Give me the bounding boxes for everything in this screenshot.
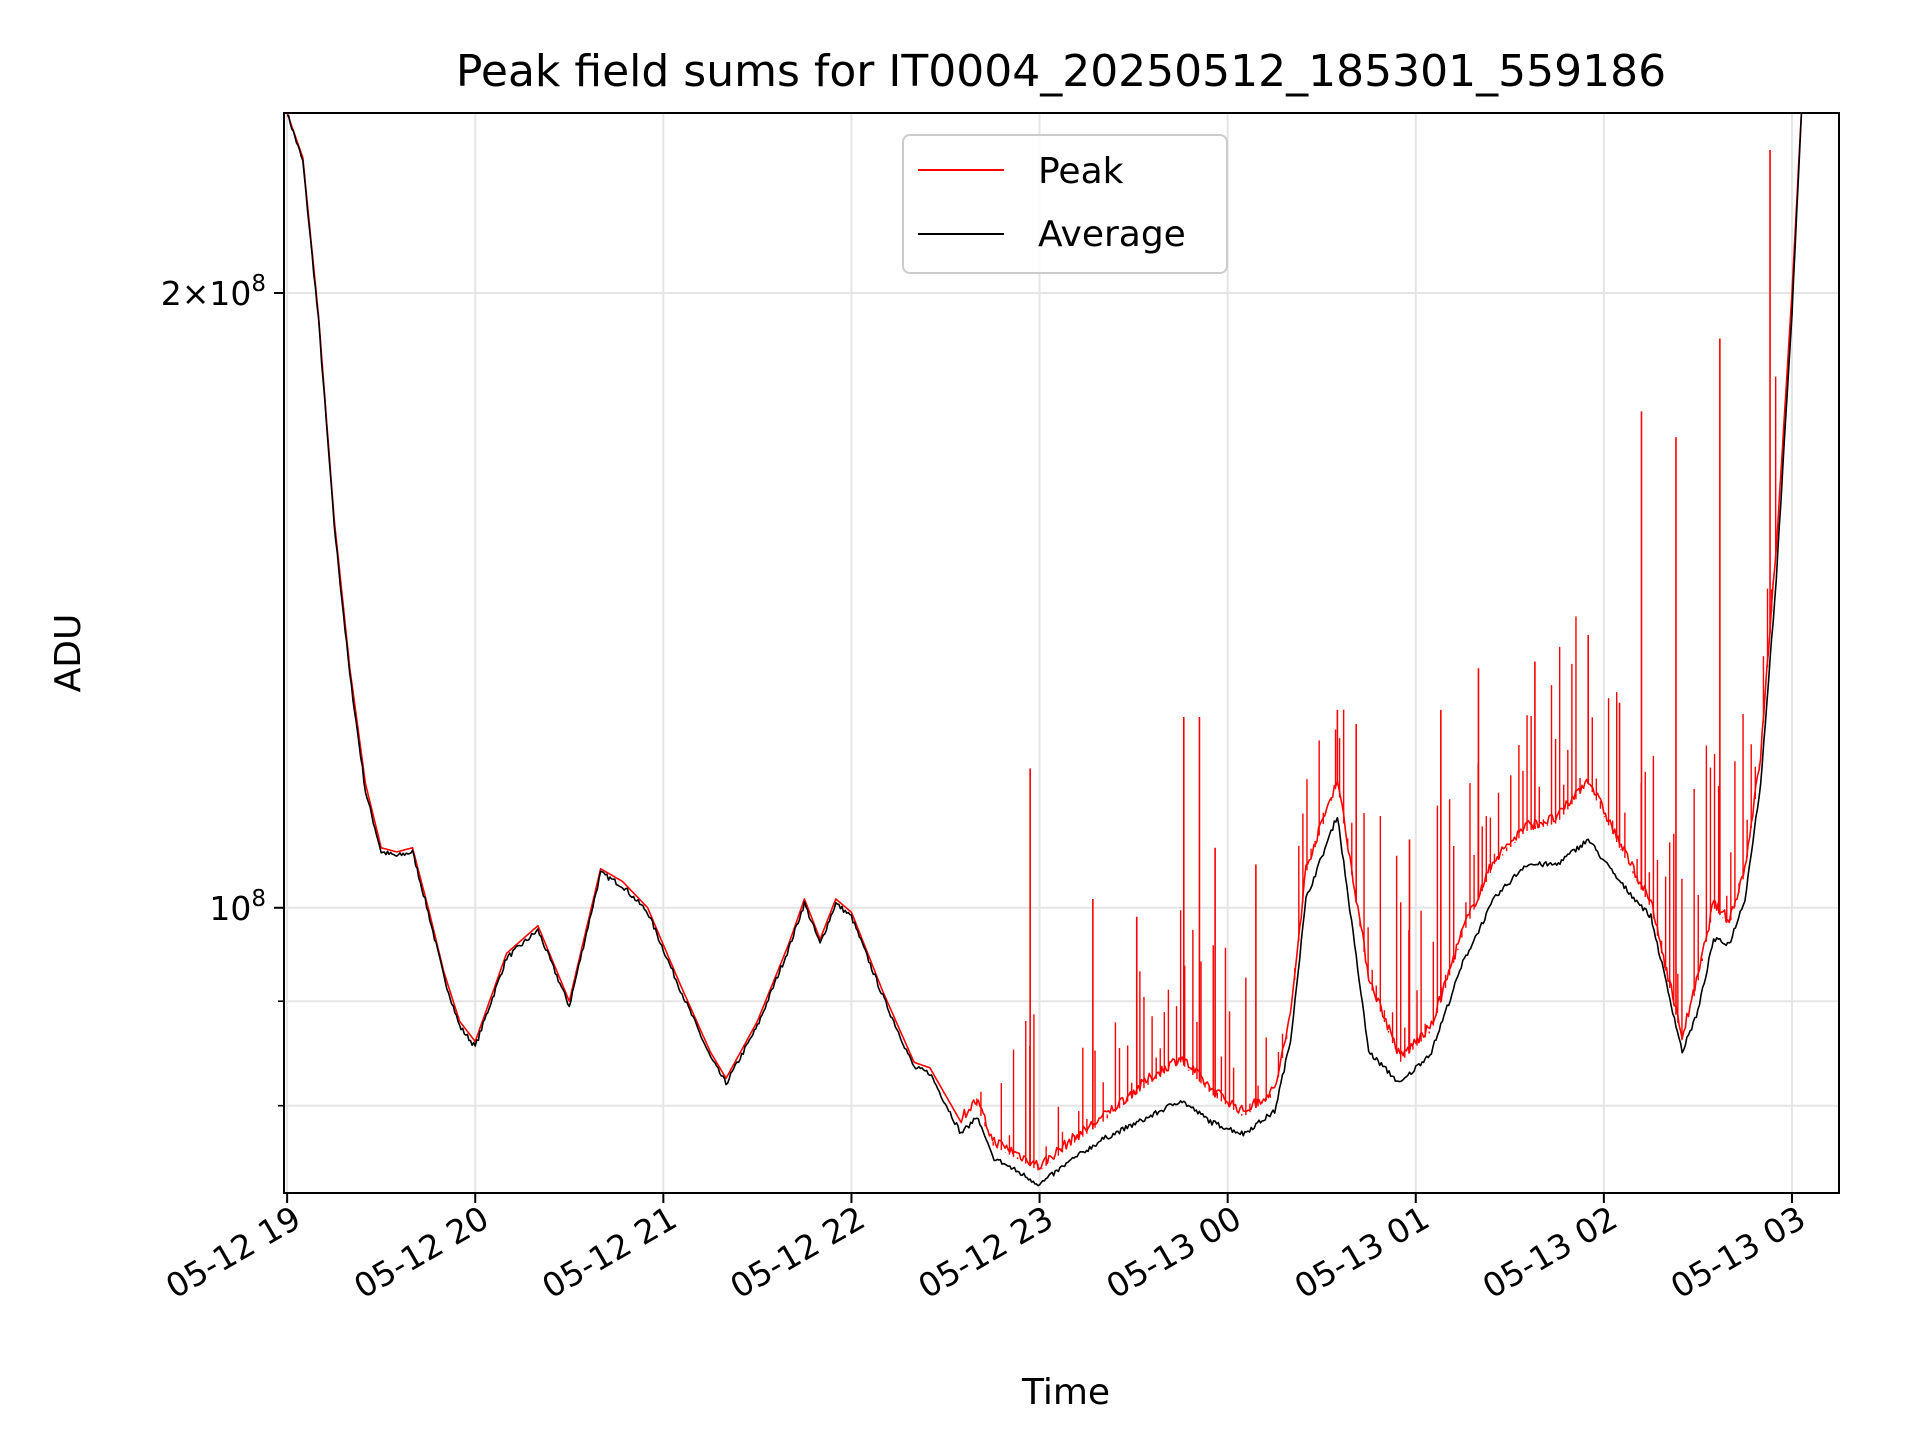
legend-peak-label: Peak (1038, 151, 1124, 192)
plot-frame (283, 112, 1840, 1194)
legend-average-label: Average (1038, 214, 1186, 255)
x-axis-label: Time (1021, 1372, 1110, 1413)
y-tick-label: 108 (209, 886, 266, 928)
peak-series-line (286, 113, 1803, 1170)
legend: Peak Average (902, 134, 1228, 274)
chart-title: Peak field sums for IT0004_20250512_1853… (456, 46, 1666, 97)
average-series-line (287, 114, 1803, 1187)
y-axis: 108 2×108 (161, 271, 284, 1107)
series-layer (286, 113, 1803, 1187)
y-axis-label: ADU (48, 614, 89, 693)
peak-spikes (976, 149, 1777, 1171)
y-tick-label: 2×108 (161, 271, 266, 313)
